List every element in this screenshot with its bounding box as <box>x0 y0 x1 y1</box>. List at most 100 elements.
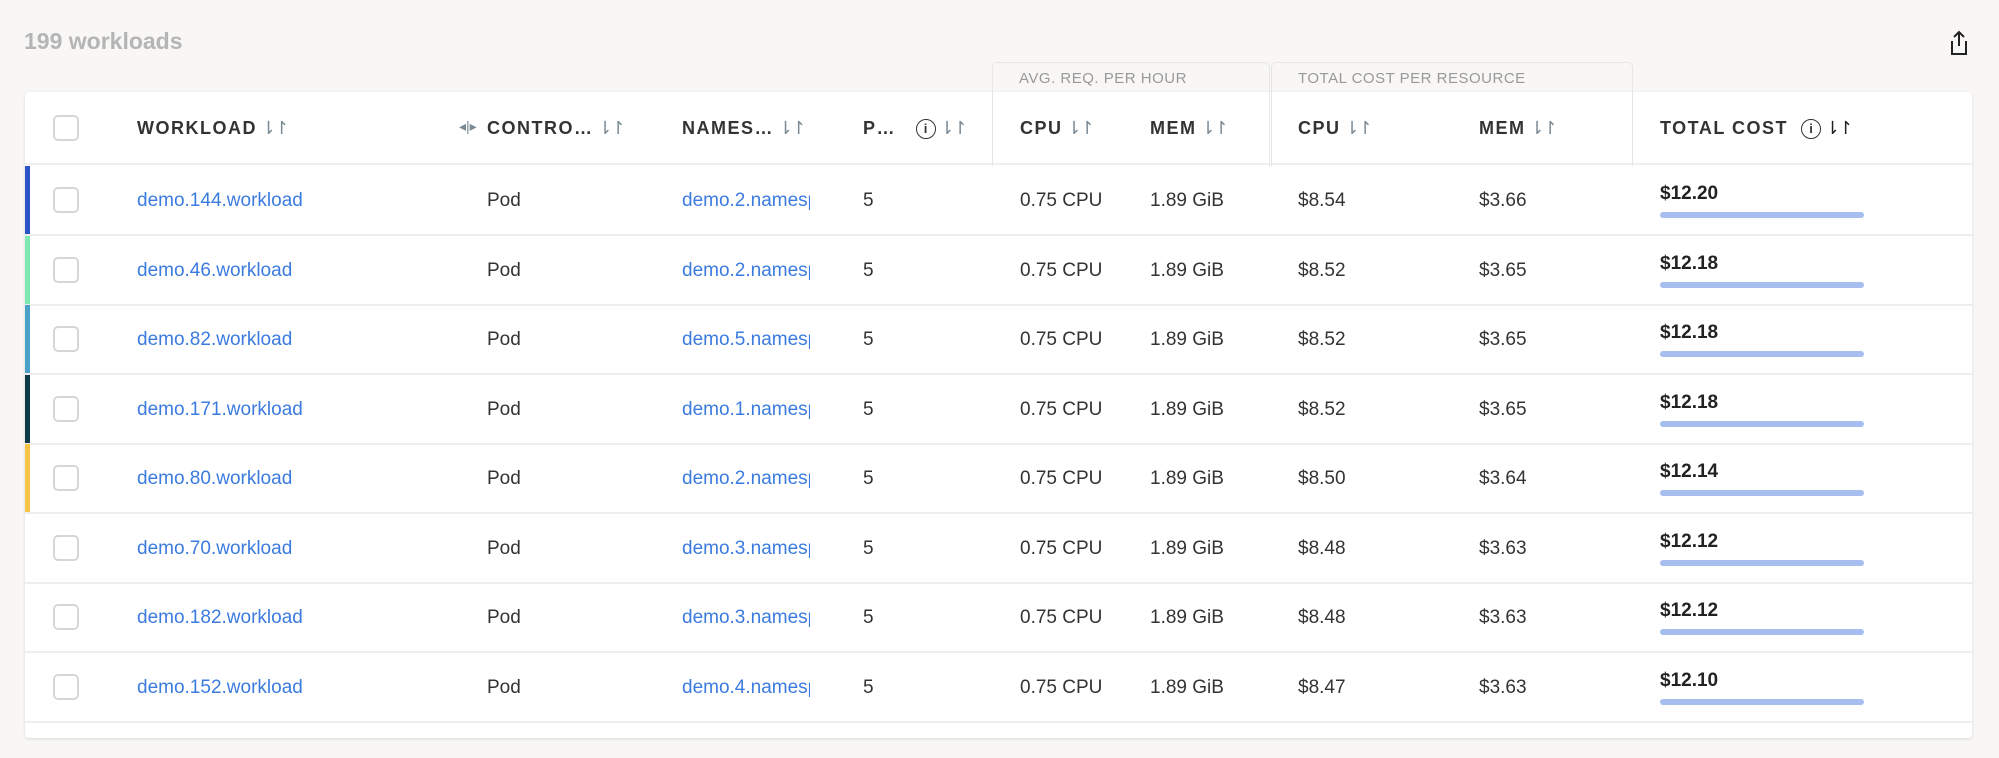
workload-link[interactable]: demo.182.workload <box>137 607 303 628</box>
column-header-avg-cpu[interactable]: CPU ⇂↾ <box>1020 118 1095 138</box>
sort-icon[interactable]: ⇂↾ <box>1344 118 1373 138</box>
total-cost-bar-fill <box>1660 629 1864 635</box>
workload-link[interactable]: demo.82.workload <box>137 329 293 350</box>
row-color-indicator <box>25 374 30 443</box>
cost-mem-cell: $3.65 <box>1479 329 1527 350</box>
avg-mem-cell: 1.89 GiB <box>1150 607 1224 628</box>
sort-icon[interactable]: ⇂↾ <box>1200 118 1229 138</box>
row-checkbox[interactable] <box>53 534 79 561</box>
cost-mem-cell: $3.63 <box>1479 676 1527 698</box>
column-header-controller[interactable]: CONTRO… ⇂↾ <box>487 118 626 138</box>
workload-link[interactable]: demo.152.workload <box>137 676 303 698</box>
row-checkbox[interactable] <box>53 187 79 213</box>
pods-cell: 5 <box>863 676 874 698</box>
table-header: WORKLOAD ⇂↾ ◂|▸ CONTRO… ⇂↾ NAMES… ⇂↾ P… i ⇂↾… <box>25 92 1972 165</box>
row-checkbox[interactable] <box>53 465 79 491</box>
sort-icon[interactable]: ⇂↾ <box>260 118 289 138</box>
table-row[interactable]: demo.46.workload Pod demo.2.namespace 5 … <box>25 235 1972 306</box>
sort-icon[interactable]: ⇂↾ <box>597 118 626 138</box>
workload-link[interactable]: demo.46.workload <box>137 259 293 281</box>
total-cost-cell: $12.18 <box>1660 391 1719 413</box>
total-cost-bar <box>1660 351 1864 357</box>
avg-cpu-cell: 0.75 CPU <box>1020 676 1103 698</box>
column-header-namespace[interactable]: NAMES… ⇂↾ <box>682 118 806 138</box>
table-row[interactable]: demo.182.workload Pod demo.3.namespace 5… <box>25 583 1972 653</box>
table-row[interactable]: demo.144.workload Pod demo.2.namespace 5… <box>25 166 1972 236</box>
column-header-avg-mem[interactable]: MEM ⇂↾ <box>1150 118 1229 138</box>
namespace-link[interactable]: demo.5.namespace <box>682 329 810 350</box>
row-checkbox[interactable] <box>53 604 79 630</box>
sort-icon[interactable]: ⇂↾ <box>939 118 968 138</box>
avg-mem-cell: 1.89 GiB <box>1150 190 1224 211</box>
total-cost-cell: $12.12 <box>1660 530 1719 552</box>
workload-link[interactable]: demo.144.workload <box>137 190 303 211</box>
namespace-link[interactable]: demo.2.namespace <box>682 259 810 281</box>
column-resize-handle[interactable]: ◂|▸ <box>459 118 477 134</box>
total-cost-bar-fill <box>1660 420 1864 427</box>
namespace-link[interactable]: demo.3.namespace <box>682 537 810 559</box>
total-cost-bar-fill <box>1660 698 1864 705</box>
total-cost-cell: $12.18 <box>1660 322 1719 343</box>
pods-cell: 5 <box>863 329 874 350</box>
workload-link[interactable]: demo.80.workload <box>137 468 293 489</box>
workload-count-title: 199 workloads <box>24 28 183 54</box>
row-color-indicator <box>25 653 30 721</box>
cost-cpu-cell: $8.48 <box>1298 607 1346 628</box>
row-checkbox[interactable] <box>53 673 79 700</box>
namespace-link[interactable]: demo.3.namespace <box>682 607 810 628</box>
info-icon[interactable]: i <box>1801 119 1822 139</box>
namespace-link[interactable]: demo.2.namespace <box>682 468 810 489</box>
workload-link[interactable]: demo.171.workload <box>137 398 303 420</box>
cost-cpu-cell: $8.52 <box>1298 259 1346 281</box>
avg-cpu-cell: 0.75 CPU <box>1020 607 1103 628</box>
row-checkbox[interactable] <box>53 256 79 283</box>
total-cost-cell: $12.10 <box>1660 669 1719 691</box>
total-cost-bar-fill <box>1660 490 1864 496</box>
controller-cell: Pod <box>487 537 521 559</box>
sort-desc-icon[interactable]: ⇂↾ <box>1825 118 1853 138</box>
column-header-cost-mem[interactable]: MEM ⇂↾ <box>1479 118 1558 138</box>
avg-mem-cell: 1.89 GiB <box>1150 468 1224 489</box>
select-all-checkbox[interactable] <box>53 115 79 141</box>
total-cost-bar <box>1660 559 1864 566</box>
avg-cpu-cell: 0.75 CPU <box>1020 259 1103 281</box>
controller-cell: Pod <box>487 190 521 211</box>
sort-icon[interactable]: ⇂↾ <box>1529 118 1558 138</box>
cost-mem-cell: $3.66 <box>1479 190 1527 211</box>
total-cost-cell: $12.14 <box>1660 461 1719 482</box>
workload-link[interactable]: demo.70.workload <box>137 537 293 559</box>
row-checkbox[interactable] <box>53 326 79 352</box>
cost-mem-cell: $3.63 <box>1479 537 1527 559</box>
cost-cpu-cell: $8.54 <box>1298 190 1346 211</box>
table-row[interactable]: demo.70.workload Pod demo.3.namespace 5 … <box>25 514 1972 584</box>
sort-icon[interactable]: ⇂↾ <box>1066 118 1095 138</box>
table-row[interactable]: demo.152.workload Pod demo.4.namespace 5… <box>25 653 1972 723</box>
pods-cell: 5 <box>863 537 874 559</box>
cost-mem-cell: $3.64 <box>1479 468 1527 489</box>
total-cost-bar <box>1660 629 1864 635</box>
column-header-total-cost[interactable]: TOTAL COST i ⇂↾ <box>1660 118 1853 139</box>
pods-cell: 5 <box>863 468 874 489</box>
namespace-link[interactable]: demo.4.namespace <box>682 676 810 698</box>
row-color-indicator <box>25 514 30 582</box>
table-row[interactable]: demo.80.workload Pod demo.2.namespace 5 … <box>25 444 1972 514</box>
avg-cpu-cell: 0.75 CPU <box>1020 329 1103 350</box>
row-checkbox[interactable] <box>53 395 79 422</box>
controller-cell: Pod <box>487 468 521 489</box>
total-cost-cell: $12.12 <box>1660 600 1719 621</box>
column-header-cost-cpu[interactable]: CPU ⇂↾ <box>1298 118 1373 138</box>
column-header-workload[interactable]: WORKLOAD ⇂↾ <box>137 118 289 138</box>
namespace-link[interactable]: demo.1.namespace <box>682 398 810 420</box>
info-icon[interactable]: i <box>915 119 936 139</box>
sort-icon[interactable]: ⇂↾ <box>778 118 806 138</box>
namespace-link[interactable]: demo.2.namespace <box>682 190 810 211</box>
cost-cpu-cell: $8.50 <box>1298 468 1346 489</box>
table-row[interactable]: demo.82.workload Pod demo.5.namespace 5 … <box>25 305 1972 375</box>
row-color-indicator <box>25 444 30 512</box>
table-row[interactable]: demo.171.workload Pod demo.1.namespace 5… <box>25 374 1972 445</box>
column-header-pods[interactable]: P… i ⇂↾ <box>863 118 968 139</box>
cost-cpu-cell: $8.48 <box>1298 537 1346 559</box>
pods-cell: 5 <box>863 398 874 420</box>
avg-cpu-cell: 0.75 CPU <box>1020 468 1103 489</box>
share-export-icon[interactable] <box>1948 30 1970 56</box>
